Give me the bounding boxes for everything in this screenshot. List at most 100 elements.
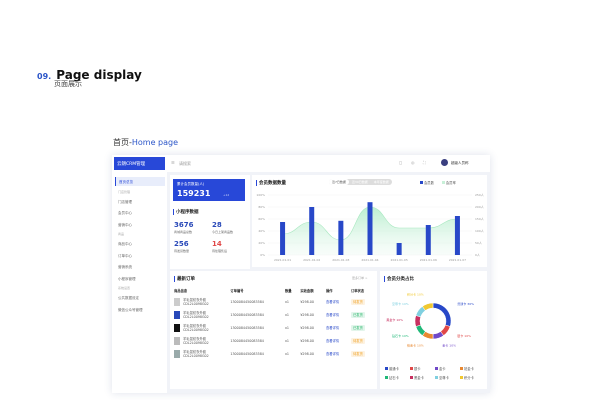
pie-legend-item: 钻石卡: [385, 375, 410, 380]
status-badge: 已发货: [350, 312, 365, 318]
sidebar-group: 系统设置: [118, 286, 131, 290]
sidebar-item[interactable]: 营销中心: [118, 222, 132, 227]
chart-tab[interactable]: 本年度数据: [373, 180, 389, 184]
pie-label-pct: 30%: [467, 302, 474, 306]
pie-label-pct: 10%: [396, 318, 403, 322]
product-image: [174, 323, 180, 332]
user-name[interactable]: 超级人员称: [451, 161, 469, 165]
pie-title: 会员分类占比: [384, 276, 414, 282]
pie-legend-item: 普通卡: [385, 366, 410, 371]
search-input[interactable]: 请搜索: [179, 161, 191, 166]
column-header: 操作: [325, 288, 333, 293]
stat-value: 3676: [174, 221, 194, 229]
product-code: CDL2L0098G02: [183, 328, 209, 332]
sidebar-item[interactable]: 公共数据设定: [118, 296, 139, 300]
table-row: 羊毛混纺衣外套 CDL2L0098G02 1300084450083584 x1 ¥29…: [172, 308, 375, 321]
cell-qty: x1: [284, 338, 289, 343]
sidebar-item[interactable]: 营销系统: [118, 265, 132, 269]
pie-slice: [414, 315, 421, 327]
product-image: [174, 349, 180, 358]
section-number: 09.: [37, 72, 52, 81]
pie-label: 普通卡30%: [457, 301, 474, 306]
x-tick: 2021.01.02: [303, 258, 320, 262]
legend-label: 银卡: [414, 367, 421, 371]
legend-swatch: [441, 181, 445, 184]
sidebar-item[interactable]: 小程序管理: [118, 276, 136, 281]
pie-label-pct: 10%: [417, 292, 424, 296]
sidebar-group: 门店管理: [118, 189, 131, 194]
pie-label: 积分卡10%: [407, 291, 424, 296]
table-row: 羊毛混纺衣外套 CDL2L0098G02 1300084450083584 x1 ¥29…: [172, 334, 375, 347]
product-name: 羊毛混纺衣外套: [183, 350, 207, 354]
cell-amount: ¥298.00: [300, 338, 314, 343]
pie-label: 黑金卡10%: [386, 317, 403, 322]
member-card: 累计会员数量(人) 159231 +12: [173, 179, 245, 201]
pie-label-pct: 10%: [464, 334, 471, 338]
pie-label-pct: 10%: [417, 344, 424, 348]
menu-icon[interactable]: ☰: [171, 160, 175, 165]
fullscreen-icon[interactable]: ⛶: [423, 160, 426, 165]
settings-icon[interactable]: ◎: [411, 160, 415, 165]
chart-tab[interactable]: 近7日数据: [329, 179, 349, 185]
product-cell: 羊毛混纺衣外套 CDL2L0098G02: [172, 308, 228, 321]
pie-legend: 普通卡 银卡 金卡 铂金卡 钻石卡 黑金卡 至尊卡 积分卡: [385, 366, 485, 380]
legend-item: 会员率: [441, 180, 456, 185]
product-code: CDL2L0098G02: [183, 341, 209, 345]
legend-swatch: [410, 376, 413, 379]
sidebar: 云朗CRM管理 首页总览 门店管理 门店管理 会员中心 营销中心 商品 商品中心 订单中心 营销…: [112, 155, 167, 393]
avatar[interactable]: [441, 159, 448, 166]
pie-legend-item: 银卡: [410, 366, 435, 371]
view-details-link[interactable]: 查看详情: [325, 313, 340, 317]
pie-label-name: 普通卡: [457, 301, 466, 306]
legend-label: 积分卡: [464, 376, 474, 380]
status-cell: 待发货: [349, 334, 375, 347]
pie-slice: [422, 302, 434, 311]
pie-label: 钻石卡10%: [392, 333, 409, 338]
pie-slice: [432, 302, 452, 327]
pie-label-name: 银卡: [457, 333, 463, 338]
legend-label: 会员数: [424, 181, 434, 185]
status-cell: 已发货: [349, 321, 375, 334]
bell-icon[interactable]: ◻: [399, 160, 403, 165]
product-name: 羊毛混纺衣外套: [183, 337, 207, 341]
y-tick-left: 100%: [256, 193, 265, 197]
y-tick-left: 60%: [258, 217, 265, 221]
view-details-link[interactable]: 查看详情: [325, 339, 340, 343]
pie-label-pct: 10%: [402, 302, 409, 306]
bar: [309, 207, 315, 255]
stat-value: 14: [212, 240, 222, 248]
sidebar-item[interactable]: 微信公众号管理: [118, 307, 143, 312]
chart-tab[interactable]: 近30日数据: [351, 180, 368, 184]
column-header: 订单状态: [350, 288, 365, 293]
legend-swatch: [410, 367, 413, 370]
stat-label: 待处理售后: [212, 249, 228, 253]
sidebar-item[interactable]: 会员中心: [118, 211, 132, 215]
legend-swatch: [385, 367, 388, 370]
product-name: 羊毛混纺衣外套: [183, 298, 207, 302]
x-tick: 2021.01.06: [420, 258, 437, 262]
cell-amount: ¥298.00: [300, 325, 314, 330]
cell-qty: x1: [284, 351, 289, 356]
y-tick-right: 100人: [475, 229, 484, 233]
sidebar-item[interactable]: 首页总览: [115, 177, 165, 186]
product-code: CDL2L0098G02: [183, 315, 209, 319]
caption-en: Home page: [131, 138, 179, 147]
more-orders-link[interactable]: 更多订单 >: [352, 276, 368, 280]
legend-label: 会员率: [445, 181, 456, 185]
view-details-link[interactable]: 查看详情: [325, 352, 340, 356]
view-details-link[interactable]: 查看详情: [325, 326, 340, 330]
stat-value: 28: [212, 221, 222, 229]
pie-label-name: 铂金卡: [407, 343, 416, 348]
bar: [396, 243, 402, 255]
product-image: [174, 336, 180, 345]
sidebar-item[interactable]: 订单中心: [118, 253, 132, 258]
product-code: CDL2L0098G02: [183, 354, 209, 358]
view-details-link[interactable]: 查看详情: [325, 300, 340, 304]
bar: [454, 216, 460, 255]
sidebar-item[interactable]: 商品中心: [118, 242, 132, 246]
section-heading: 09. Page display: [37, 64, 142, 83]
product-image: [174, 310, 180, 319]
sidebar-item[interactable]: 门店管理: [118, 199, 132, 204]
legend-swatch: [385, 376, 388, 379]
legend-label: 钻石卡: [389, 376, 399, 380]
